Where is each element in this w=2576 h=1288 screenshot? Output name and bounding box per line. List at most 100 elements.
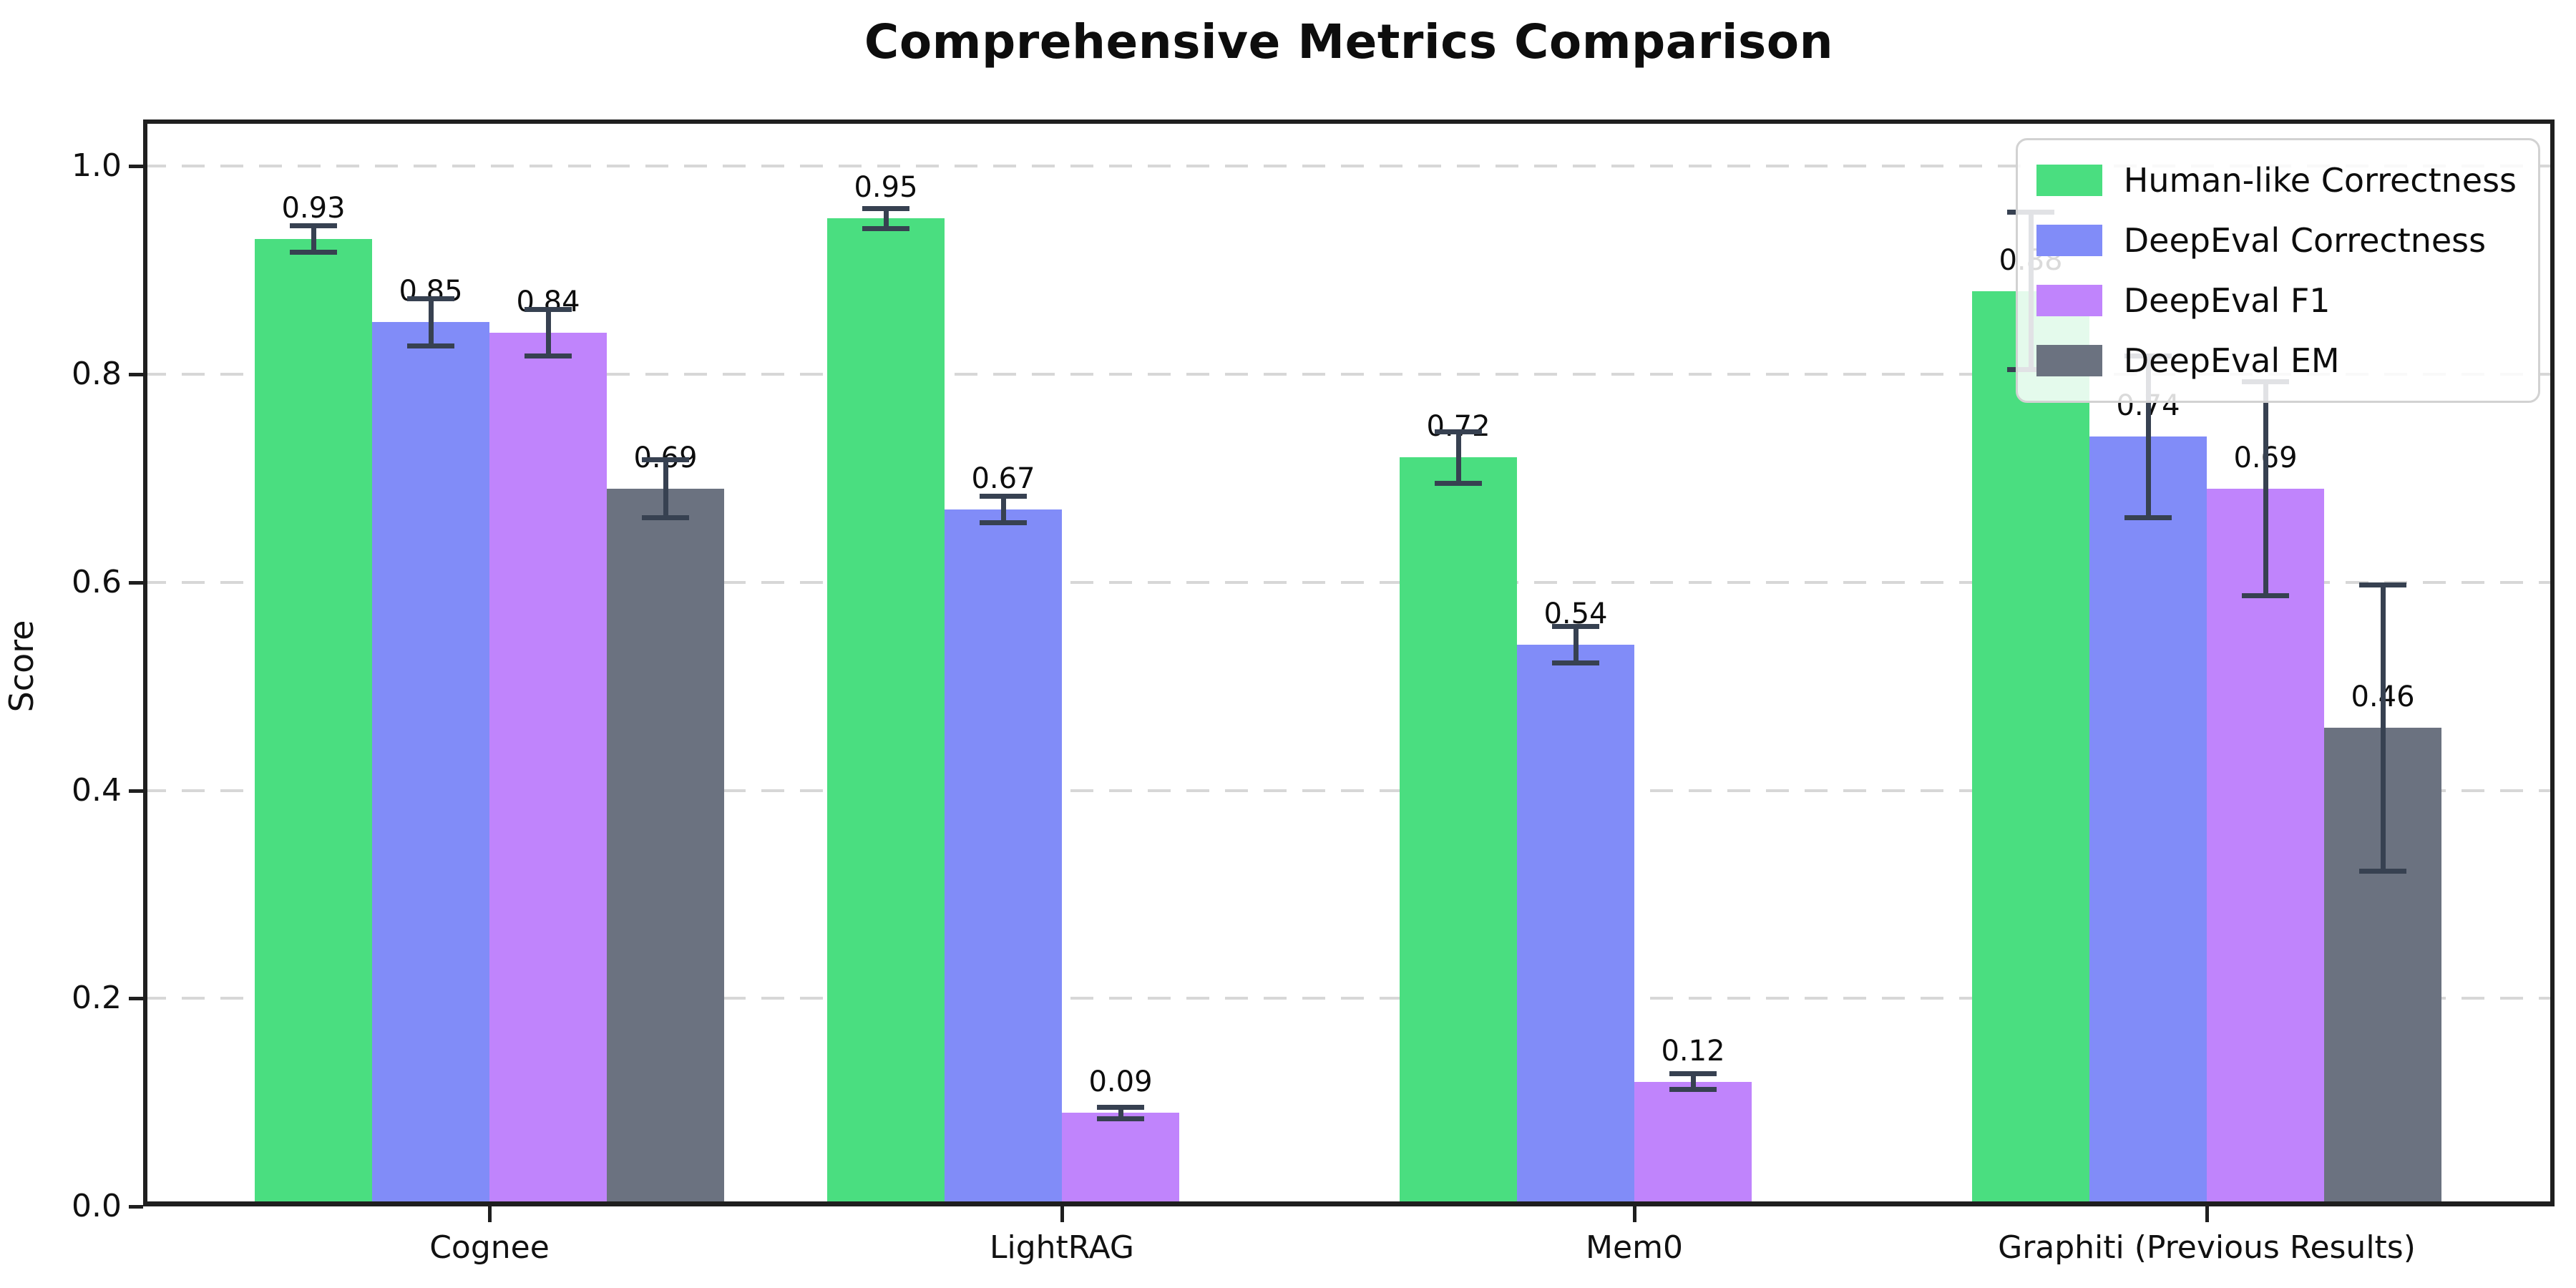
error-bar	[407, 296, 454, 348]
y-tick-mark	[129, 580, 143, 585]
legend-item: Human-like Correctness	[2036, 150, 2517, 210]
error-bar-cap-bottom	[2359, 868, 2406, 874]
error-bar	[2359, 582, 2406, 874]
bar	[372, 322, 489, 1206]
y-tick-mark	[129, 789, 143, 793]
bar	[1634, 1081, 1752, 1206]
chart-title: Comprehensive Metrics Comparison	[864, 14, 1834, 69]
gridline	[143, 789, 2555, 792]
error-bar-stem	[1574, 623, 1579, 666]
error-bar-cap-bottom	[407, 343, 454, 348]
legend-swatch	[2036, 285, 2102, 316]
legend-item: DeepEval F1	[2036, 270, 2517, 331]
axis-spine-right	[2550, 119, 2555, 1206]
error-bar-stem	[1001, 494, 1006, 525]
bar	[945, 509, 1062, 1206]
error-bar	[642, 457, 689, 520]
error-bar	[290, 223, 337, 255]
legend-item: DeepEval Correctness	[2036, 210, 2517, 270]
legend-item: DeepEval EM	[2036, 331, 2517, 391]
error-bar	[862, 205, 909, 231]
error-bar-cap-top	[1669, 1071, 1717, 1077]
bar	[1972, 291, 2089, 1206]
bar	[607, 489, 724, 1206]
y-tick-label: 1.0	[72, 147, 122, 185]
error-bar-cap-top	[2359, 582, 2406, 587]
error-bar-stem	[2263, 379, 2268, 598]
error-bar-stem	[884, 205, 889, 231]
error-bar-stem	[1456, 429, 1461, 486]
y-tick-label: 0.6	[72, 563, 122, 600]
axis-spine-top	[143, 119, 2555, 124]
x-tick-label: LightRAG	[989, 1229, 1135, 1266]
error-bar-cap-bottom	[1552, 660, 1599, 666]
error-bar-cap-top	[290, 223, 337, 229]
error-bar	[1552, 623, 1599, 666]
error-bar-cap-bottom	[525, 353, 572, 359]
bar	[827, 218, 945, 1206]
x-tick-mark	[488, 1206, 492, 1222]
error-bar-cap-bottom	[1097, 1116, 1144, 1121]
x-tick-label: Cognee	[429, 1229, 550, 1266]
error-bar-stem	[1691, 1071, 1696, 1093]
error-bar-cap-bottom	[1669, 1087, 1717, 1093]
bar-value-label: 0.93	[281, 192, 346, 225]
x-tick-label: Mem0	[1586, 1229, 1683, 1266]
legend-swatch	[2036, 225, 2102, 256]
y-tick-mark	[129, 997, 143, 1001]
legend-swatch	[2036, 165, 2102, 196]
bar-value-label: 0.12	[1661, 1034, 1725, 1068]
error-bar-stem	[2381, 582, 2386, 874]
y-tick-label: 0.2	[72, 980, 122, 1017]
gridline	[143, 580, 2555, 584]
legend-label: DeepEval EM	[2123, 341, 2340, 380]
error-bar-cap-bottom	[980, 519, 1027, 525]
axis-spine-left	[143, 119, 147, 1206]
error-bar	[1669, 1071, 1717, 1093]
error-bar-stem	[429, 296, 434, 348]
error-bar	[980, 494, 1027, 525]
bar	[2207, 489, 2324, 1206]
legend: Human-like Correctness DeepEval Correctne…	[2015, 138, 2540, 403]
bar-value-label: 0.67	[971, 462, 1035, 496]
error-bar	[1097, 1104, 1144, 1121]
gridline	[143, 373, 2555, 376]
bar	[2089, 436, 2207, 1206]
x-tick-label: Graphiti (Previous Results)	[1998, 1229, 2416, 1266]
error-bar	[2242, 379, 2289, 598]
bar	[489, 332, 607, 1206]
error-bar-cap-bottom	[642, 514, 689, 520]
bar	[1062, 1113, 1179, 1206]
error-bar-cap-top	[407, 296, 454, 302]
bar-value-label: 0.95	[854, 171, 918, 205]
error-bar-cap-bottom	[1435, 480, 1482, 486]
error-bar-cap-top	[525, 306, 572, 312]
error-bar-stem	[311, 223, 316, 255]
axis-spine-bottom	[143, 1201, 2555, 1206]
error-bar-cap-top	[642, 457, 689, 463]
bar-value-label: 0.09	[1088, 1065, 1153, 1099]
y-tick-mark	[129, 373, 143, 377]
bar	[1400, 457, 1517, 1206]
error-bar-stem	[1118, 1104, 1123, 1121]
error-bar-stem	[663, 457, 668, 520]
error-bar-cap-bottom	[290, 249, 337, 255]
legend-label: Human-like Correctness	[2123, 161, 2517, 200]
y-tick-mark	[129, 165, 143, 169]
bar	[1517, 645, 1634, 1206]
error-bar-stem	[546, 306, 551, 359]
error-bar	[1435, 429, 1482, 486]
error-bar-cap-bottom	[2242, 592, 2289, 598]
error-bar-cap-top	[1552, 623, 1599, 629]
gridline	[143, 165, 2555, 168]
y-tick-label: 0.0	[72, 1188, 122, 1224]
x-tick-mark	[1633, 1206, 1636, 1222]
legend-label: DeepEval F1	[2123, 281, 2331, 320]
error-bar-cap-bottom	[2124, 514, 2172, 520]
error-bar-cap-top	[980, 494, 1027, 499]
plot-area: 0.930.950.720.880.850.670.540.740.840.09…	[143, 119, 2555, 1206]
error-bar-cap-bottom	[862, 225, 909, 231]
x-tick-mark	[2205, 1206, 2209, 1222]
error-bar-cap-top	[1435, 429, 1482, 435]
